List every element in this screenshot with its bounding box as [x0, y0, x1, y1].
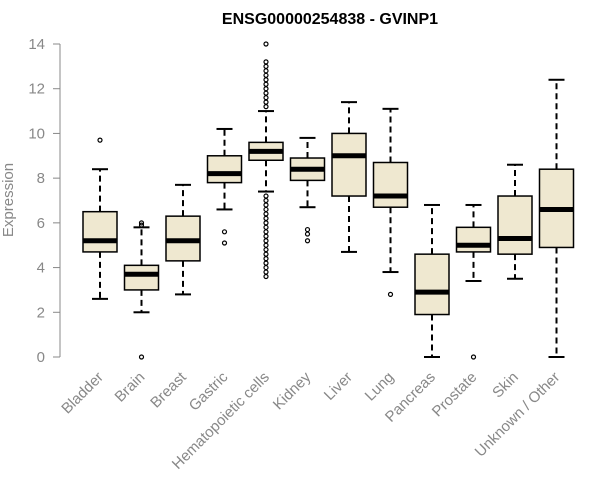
y-tick-label: 4 — [37, 260, 45, 277]
outlier-point — [263, 95, 269, 101]
y-tick-label: 10 — [28, 125, 45, 142]
outlier-point — [304, 226, 311, 233]
outlier-point — [263, 81, 269, 87]
iqr-box — [414, 253, 450, 316]
outlier-point — [304, 231, 311, 237]
iqr-box — [372, 161, 409, 208]
outlier-point — [263, 68, 269, 74]
outlier-point — [263, 77, 269, 83]
box-prostate — [455, 203, 492, 360]
box-bladder — [82, 137, 118, 300]
outlier-point — [263, 99, 269, 105]
outlier-point — [263, 63, 269, 69]
iqr-box — [206, 155, 243, 184]
outlier-point — [263, 86, 269, 92]
outlier-point — [97, 137, 103, 143]
outlier-point — [138, 222, 145, 228]
outlier-point — [263, 238, 269, 244]
outlier-point — [263, 264, 269, 271]
y-axis-label: Expression — [0, 163, 17, 237]
x-tick-label: Skin — [489, 369, 522, 402]
outlier-point — [263, 202, 269, 208]
box-gastric — [206, 127, 243, 246]
outlier-point — [387, 291, 394, 297]
y-axis: 0 2 4 6 8 10 12 14 — [28, 36, 61, 366]
outlier-point — [263, 220, 269, 226]
iqr-box — [82, 210, 118, 253]
outlier-point — [263, 229, 269, 235]
box-skin — [497, 163, 533, 280]
outlier-point — [263, 72, 269, 78]
outlier-point — [138, 354, 145, 360]
outlier-point — [263, 242, 269, 248]
outlier-point — [263, 224, 269, 230]
x-tick-label: Prostate — [429, 369, 481, 421]
box-unknown-other — [538, 78, 575, 358]
box-breast — [165, 183, 201, 296]
x-tick-label: Liver — [321, 369, 356, 404]
x-tick-label: Kidney — [270, 368, 315, 413]
outlier-point — [263, 260, 269, 266]
outlier-point — [263, 90, 269, 96]
box-hematopoietic-cells — [248, 41, 284, 280]
outlier-point — [221, 229, 228, 235]
box-lung — [372, 107, 409, 297]
y-tick-label: 6 — [37, 215, 45, 232]
outlier-point — [470, 354, 477, 360]
box-brain — [123, 220, 160, 360]
outlier-point — [263, 41, 269, 47]
x-tick-label: Brain — [112, 369, 149, 406]
outlier-point — [263, 59, 269, 65]
outlier-point — [263, 247, 269, 253]
y-tick-label: 8 — [37, 170, 45, 187]
boxes-layer — [82, 41, 575, 360]
y-tick-label: 12 — [28, 81, 45, 98]
outlier-point — [263, 211, 269, 217]
outlier-point — [221, 240, 228, 246]
x-tick-label: Bladder — [58, 369, 107, 418]
x-tick-label: Breast — [147, 368, 190, 411]
iqr-box — [455, 226, 492, 253]
outlier-point — [263, 251, 269, 257]
outlier-point — [263, 273, 269, 280]
outlier-point — [263, 103, 269, 110]
y-tick-label: 0 — [37, 349, 45, 366]
outlier-point — [263, 233, 269, 239]
outlier-point — [263, 193, 269, 199]
outlier-point — [263, 197, 269, 204]
y-tick-label: 14 — [28, 36, 45, 53]
box-kidney — [289, 136, 326, 244]
iqr-box — [497, 195, 533, 255]
outlier-point — [263, 256, 269, 262]
outlier-point — [263, 215, 269, 221]
box-liver — [331, 101, 367, 253]
iqr-box — [331, 132, 367, 197]
outlier-point — [263, 206, 269, 213]
outlier-point — [138, 220, 145, 226]
outlier-point — [304, 238, 311, 244]
chart-title: ENSG00000254838 - GVINP1 — [222, 11, 438, 28]
box-pancreas — [414, 203, 450, 358]
iqr-box — [123, 264, 160, 291]
outlier-point — [263, 269, 269, 275]
y-tick-label: 2 — [37, 304, 45, 321]
x-tick-label: Lung — [362, 369, 398, 405]
